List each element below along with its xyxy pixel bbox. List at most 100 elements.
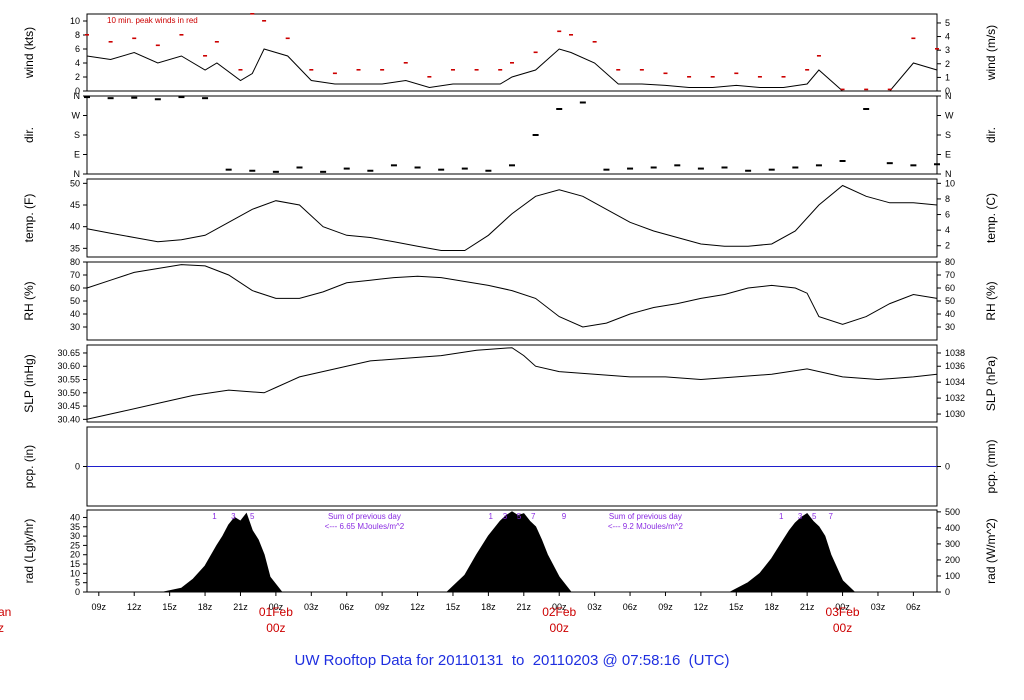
direction-point: [107, 97, 114, 100]
time-tick-label: 21z: [800, 602, 815, 612]
rad-left-tick-label: 35: [70, 522, 80, 532]
radiation-hour-mark: 1: [489, 512, 494, 521]
slp-line: [86, 347, 938, 420]
time-tick-label: 12z: [694, 602, 709, 612]
radiation-hour-mark: 1: [779, 512, 784, 521]
date-marker-sub: 00z: [266, 621, 285, 635]
peak-wind-mark: [450, 69, 455, 71]
time-tick-label: 00z: [835, 602, 850, 612]
radiation-hour-mark: 1: [212, 512, 217, 521]
direction-point: [910, 164, 917, 167]
time-tick-label: 12z: [127, 602, 142, 612]
time-tick-label: 06z: [906, 602, 921, 612]
date-marker-sub: 00z: [833, 621, 852, 635]
peak-wind-mark: [332, 72, 337, 75]
rh-panel: 30 40 50 60 70 80 30 40 50 60 70 80 RH (%) RH (%): [22, 257, 998, 341]
peak-wind-mark: [285, 37, 290, 40]
direction-point: [792, 166, 799, 169]
temp-left-axis-label: temp. (F): [22, 194, 36, 243]
title-start-date: 20110131: [437, 652, 504, 669]
rh-right-tick-label: 70: [945, 270, 955, 280]
title-prefix: UW Rooftop Data for: [294, 652, 434, 669]
rad-left-tick-label: 25: [70, 540, 80, 550]
direction-point: [674, 164, 681, 167]
peak-wind-mark: [250, 13, 255, 15]
dir-left-tick-label: E: [74, 150, 80, 160]
rh-left-tick-label: 40: [70, 309, 80, 319]
dir-right-tick-label: E: [945, 150, 951, 160]
direction-point: [414, 166, 421, 169]
time-tick-label: 21z: [233, 602, 248, 612]
time-tick-label: 15z: [729, 602, 744, 612]
direction-point: [603, 168, 610, 171]
temp-right-tick-label: 2: [945, 241, 950, 251]
pcp-right-axis-label: pcp. (mm): [984, 439, 998, 493]
peak-wind-mark: [710, 76, 715, 78]
time-tick-label: 09z: [658, 602, 673, 612]
direction-point: [178, 96, 185, 99]
time-tick-label: 00z: [269, 602, 284, 612]
direction-point: [556, 108, 563, 110]
radiation-hour-mark: 7: [531, 512, 536, 521]
wind-left-tick-label: 8: [75, 30, 80, 40]
radiation-area: [163, 511, 856, 593]
radiation-hour-mark: 9: [562, 512, 567, 521]
time-tick-label: 12z: [410, 602, 425, 612]
radiation-sum-value: <--- 6.65 MJoules/m^2: [325, 522, 405, 531]
slp-left-tick-label: 30.50: [57, 388, 80, 398]
rh-left-tick-label: 30: [70, 322, 80, 332]
rad-right-tick-label: 0: [945, 587, 950, 597]
time-tick-label: 03z: [871, 602, 886, 612]
time-axis: 09z 12z 15z 18z 21z 00z 03z 06z 09z 12z 15z 18z 21z 0…: [0, 592, 921, 635]
date-marker-clipped: an: [0, 605, 11, 619]
time-tick-label: 06z: [623, 602, 638, 612]
rh-left-tick-label: 70: [70, 270, 80, 280]
title-at: @: [602, 652, 618, 669]
wind-panel: 0 2 4 6 8 10 0 1 2 3 4 5 wind (kts) wind (m/s) 10 min.…: [22, 13, 998, 96]
slp-right-tick-label: 1036: [945, 361, 965, 371]
time-tick-label: 00z: [552, 602, 567, 612]
pcp-left-axis-label: pcp. (in): [22, 445, 36, 488]
dir-left-tick-label: S: [74, 130, 80, 140]
title-end-date: 20110203: [532, 652, 599, 669]
rh-left-axis-label: RH (%): [22, 281, 36, 320]
dir-right-tick-label: W: [945, 111, 954, 121]
time-tick-label: 09z: [92, 602, 107, 612]
radiation-sum-value: <--- 9.2 MJoules/m^2: [608, 522, 684, 531]
rh-right-axis-label: RH (%): [984, 281, 998, 320]
slp-frame: [86, 344, 938, 423]
slp-left-tick-label: 30.60: [57, 361, 80, 371]
direction-point: [627, 167, 634, 170]
direction-point: [768, 168, 775, 171]
temp-right-tick-label: 10: [945, 178, 955, 188]
direction-point: [485, 169, 492, 172]
slp-right-tick-label: 1038: [945, 348, 965, 358]
wind-right-tick-label: 0: [945, 86, 950, 96]
radiation-hour-mark: 5: [250, 512, 255, 521]
temp-frame: [86, 178, 938, 258]
direction-point: [320, 170, 327, 173]
dir-right-axis-label: dir.: [984, 127, 998, 143]
peak-wind-mark: [214, 41, 219, 43]
wind-left-tick-label: 10: [70, 16, 80, 26]
peak-wind-mark: [309, 69, 314, 71]
date-marker-clipped-sub: z: [0, 621, 4, 635]
time-tick-label: 21z: [517, 602, 532, 612]
temp-right-tick-label: 6: [945, 210, 950, 220]
peak-wind-mark: [498, 69, 503, 71]
date-marker: 01Feb: [259, 605, 293, 619]
pcp-left-tick-label: 0: [75, 462, 80, 472]
direction-point: [202, 97, 209, 100]
rh-right-tick-label: 80: [945, 257, 955, 267]
peak-wind-mark: [380, 69, 385, 71]
peak-wind-mark: [935, 48, 939, 50]
direction-point: [934, 163, 940, 166]
dir-right-tick-label: S: [945, 130, 951, 140]
dir-right-tick-label: N: [945, 169, 952, 179]
radiation-hour-mark: 3: [798, 512, 803, 521]
dir-frame: [86, 95, 938, 175]
peak-wind-mark: [533, 51, 538, 54]
